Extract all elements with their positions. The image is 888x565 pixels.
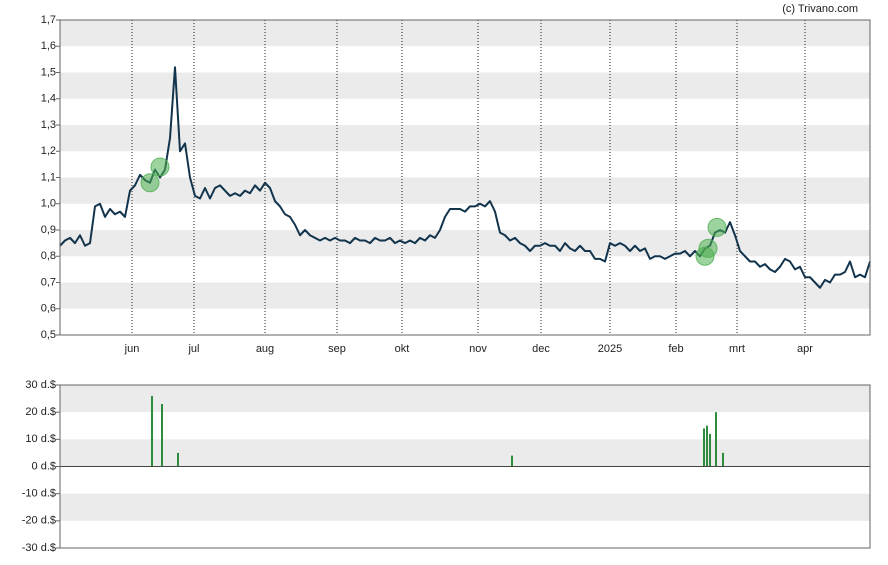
x-tick-label: aug	[256, 343, 274, 355]
signal-marker	[698, 238, 718, 258]
x-tick-label: dec	[532, 343, 550, 355]
y-tick-label: 0,7	[41, 276, 56, 288]
bar	[715, 412, 717, 467]
grid-band	[60, 282, 870, 309]
y-tick-label: 0,9	[41, 224, 56, 236]
x-tick-label: sep	[328, 343, 346, 355]
x-tick-label: jul	[187, 343, 199, 355]
y-tick-label: 1,6	[41, 40, 56, 52]
signal-marker	[707, 217, 727, 237]
y-tick-label: 20 d.$	[25, 406, 56, 418]
bar	[161, 404, 163, 467]
x-tick-label: 2025	[598, 343, 622, 355]
grid-band	[60, 493, 870, 521]
bar	[709, 433, 711, 467]
y-tick-label: 0,6	[41, 303, 56, 315]
y-tick-label: -10 d.$	[22, 488, 56, 500]
y-tick-label: 30 d.$	[25, 379, 56, 391]
x-tick-label: feb	[668, 343, 683, 355]
grid-band	[60, 230, 870, 257]
x-tick-label: jun	[124, 343, 140, 355]
y-tick-label: 1,4	[41, 93, 56, 105]
signal-marker	[140, 173, 160, 193]
y-tick-label: 10 d.$	[25, 433, 56, 445]
signal-marker	[150, 157, 170, 177]
bar	[151, 395, 153, 467]
bar	[706, 425, 708, 467]
plot-frame	[59, 384, 871, 549]
y-tick-label: 1,3	[41, 119, 56, 131]
bar	[177, 452, 179, 467]
bar	[722, 452, 724, 467]
bar	[511, 455, 513, 467]
y-tick-label: 0,5	[41, 329, 56, 341]
plot-frame	[59, 19, 871, 336]
y-tick-label: -20 d.$	[22, 515, 56, 527]
source: (c) Trivano.com	[782, 3, 858, 15]
y-tick-label: 1,5	[41, 66, 56, 78]
grid-band	[60, 385, 870, 413]
grid-band	[60, 177, 870, 204]
x-tick-label: apr	[797, 343, 813, 355]
bar	[703, 428, 705, 467]
grid-band	[60, 72, 870, 99]
y-tick-label: 1,0	[41, 198, 56, 210]
price-line	[59, 66, 871, 289]
grid-band	[60, 20, 870, 47]
y-tick-label: 0 d.$	[32, 460, 56, 472]
y-tick-label: -30 d.$	[22, 542, 56, 554]
y-tick-label: 1,2	[41, 145, 56, 157]
x-tick-label: mrt	[729, 343, 745, 355]
y-tick-label: 1,1	[41, 171, 56, 183]
y-tick-label: 1,7	[41, 14, 56, 26]
grid-band	[60, 439, 870, 467]
x-tick-label: nov	[469, 343, 487, 355]
y-tick-label: 0,8	[41, 250, 56, 262]
grid-band	[60, 125, 870, 152]
x-tick-label: okt	[395, 343, 410, 355]
